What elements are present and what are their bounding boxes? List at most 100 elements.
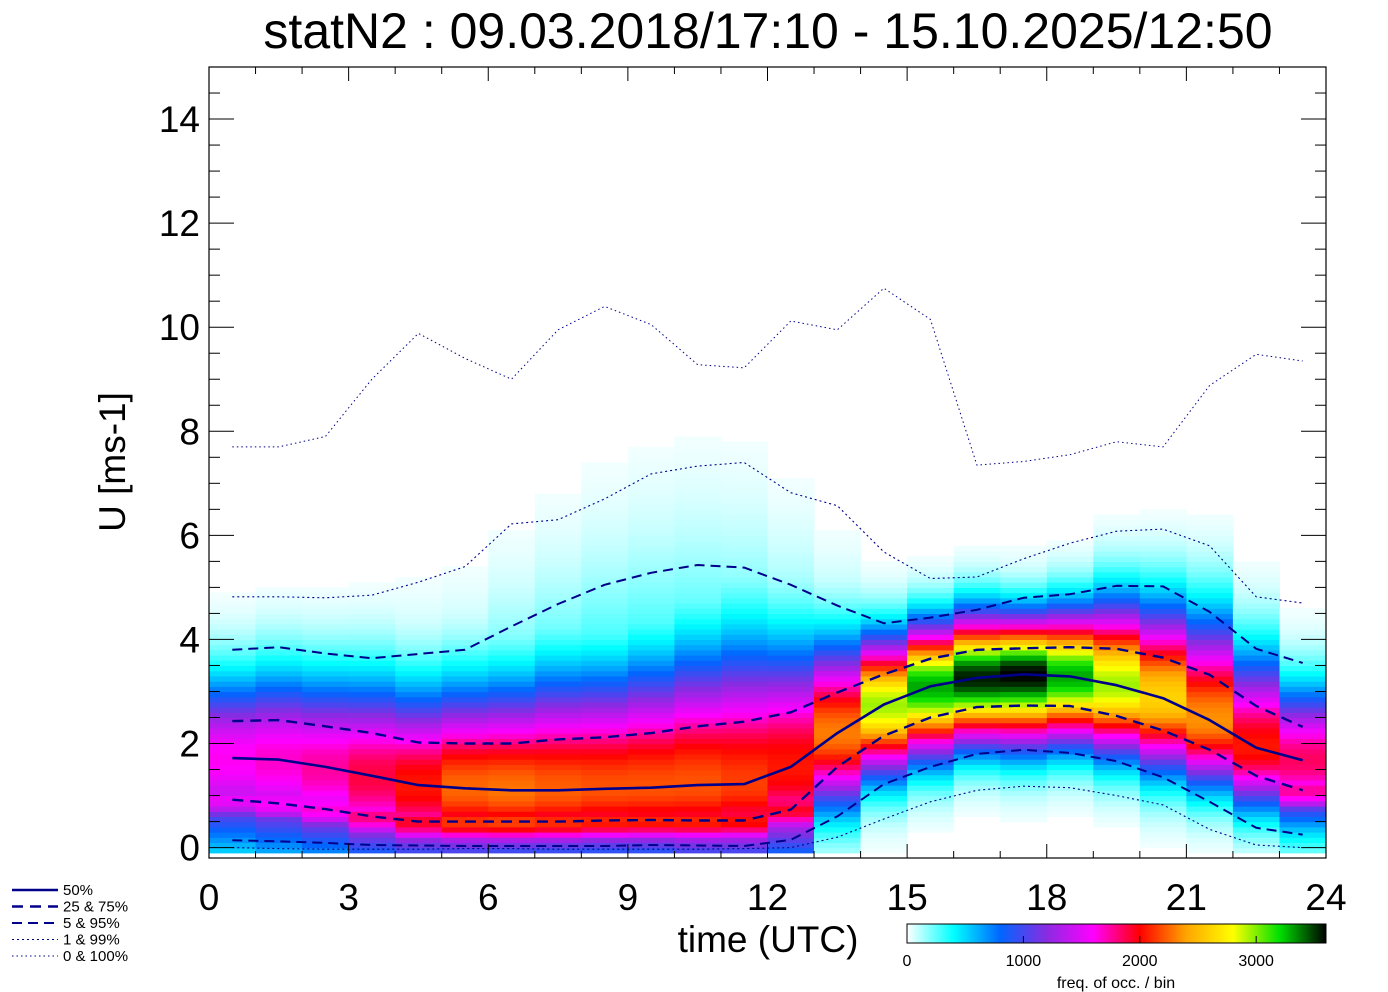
density-cell <box>627 545 675 552</box>
density-cell <box>767 634 815 640</box>
density-cell <box>860 629 908 635</box>
density-cell <box>1186 800 1234 807</box>
density-cell <box>302 748 350 755</box>
density-cell <box>907 686 955 693</box>
density-cell <box>1000 597 1048 604</box>
density-cell <box>1279 660 1326 666</box>
density-cell <box>1093 566 1141 573</box>
density-cell <box>627 832 675 838</box>
density-cell <box>860 649 908 656</box>
density-cell <box>534 806 582 812</box>
density-cell <box>1186 707 1234 713</box>
density-cell <box>302 717 350 724</box>
density-cell <box>1279 665 1326 672</box>
density-cell <box>534 660 582 666</box>
chart-title: statN2 : 09.03.2018/17:10 - 15.10.2025/1… <box>263 3 1272 59</box>
density-cell <box>1093 530 1141 536</box>
density-cell <box>814 686 862 693</box>
density-cell <box>907 608 955 614</box>
density-cell <box>209 665 257 672</box>
density-cell <box>441 733 489 739</box>
density-cell <box>581 483 629 490</box>
density-cell <box>441 639 489 646</box>
density-cell <box>581 561 629 568</box>
density-cell <box>1000 785 1048 791</box>
density-cell <box>1139 816 1187 823</box>
density-cell <box>1232 847 1280 854</box>
density-cell <box>627 613 675 620</box>
density-cell <box>860 623 908 630</box>
density-cell <box>907 816 955 823</box>
density-cell <box>1139 795 1187 802</box>
density-cell <box>767 727 815 734</box>
density-cell <box>627 597 675 604</box>
density-cell <box>488 738 536 745</box>
density-cell <box>488 644 536 651</box>
density-cell <box>1186 603 1234 609</box>
density-cell <box>627 764 675 771</box>
density-cell <box>953 655 1001 661</box>
density-cell <box>1279 800 1326 807</box>
density-cell <box>441 816 489 823</box>
density-cell <box>209 681 257 687</box>
density-cell <box>488 837 536 843</box>
density-cell <box>1279 681 1326 687</box>
density-cell <box>348 842 396 849</box>
density-cell <box>1000 722 1048 729</box>
density-cell <box>209 613 257 620</box>
density-cell <box>907 707 955 713</box>
density-cell <box>534 670 582 677</box>
density-cell <box>348 618 396 625</box>
density-cell <box>1232 670 1280 677</box>
density-cell <box>907 806 955 812</box>
density-cell <box>1279 722 1326 729</box>
density-cell <box>302 691 350 698</box>
density-cell <box>627 753 675 760</box>
density-cell <box>860 748 908 755</box>
density-cell <box>1139 540 1187 547</box>
density-cell <box>534 509 582 516</box>
density-cell <box>581 712 629 719</box>
density-cell <box>814 847 862 854</box>
density-cell <box>395 785 443 791</box>
density-cell <box>581 597 629 604</box>
density-cell <box>255 675 303 682</box>
density-cell <box>721 806 769 812</box>
density-cell <box>534 681 582 687</box>
density-cell <box>1232 577 1280 583</box>
density-cell <box>860 603 908 609</box>
density-cell <box>534 733 582 739</box>
density-cell <box>395 722 443 729</box>
density-cell <box>767 592 815 599</box>
density-cell <box>953 717 1001 724</box>
density-cell <box>1232 592 1280 599</box>
density-cell <box>348 785 396 791</box>
density-cell <box>348 806 396 812</box>
density-cell <box>767 707 815 713</box>
density-cell <box>674 483 722 490</box>
density-cell <box>534 623 582 630</box>
density-cell <box>1139 530 1187 536</box>
density-cell <box>348 743 396 750</box>
density-cell <box>721 467 769 474</box>
density-cell <box>395 816 443 823</box>
density-cell <box>721 504 769 510</box>
x-tick-label: 24 <box>1305 877 1346 918</box>
legend-label: 5 & 95% <box>63 915 120 932</box>
density-cell <box>674 644 722 651</box>
density-cell <box>674 785 722 791</box>
density-cell <box>627 551 675 557</box>
density-cell <box>814 832 862 838</box>
density-cell <box>581 665 629 672</box>
density-cell <box>721 540 769 547</box>
density-cell <box>302 670 350 677</box>
density-cell <box>209 738 257 745</box>
density-cell <box>1186 524 1234 531</box>
density-cell <box>1093 743 1141 750</box>
density-cell <box>395 769 443 776</box>
density-cell <box>348 681 396 687</box>
density-cell <box>674 660 722 666</box>
y-axis-ticks: 0 2 4 6 8 10 12 14 <box>159 92 1326 869</box>
density-cell <box>674 582 722 588</box>
density-cell <box>255 696 303 703</box>
